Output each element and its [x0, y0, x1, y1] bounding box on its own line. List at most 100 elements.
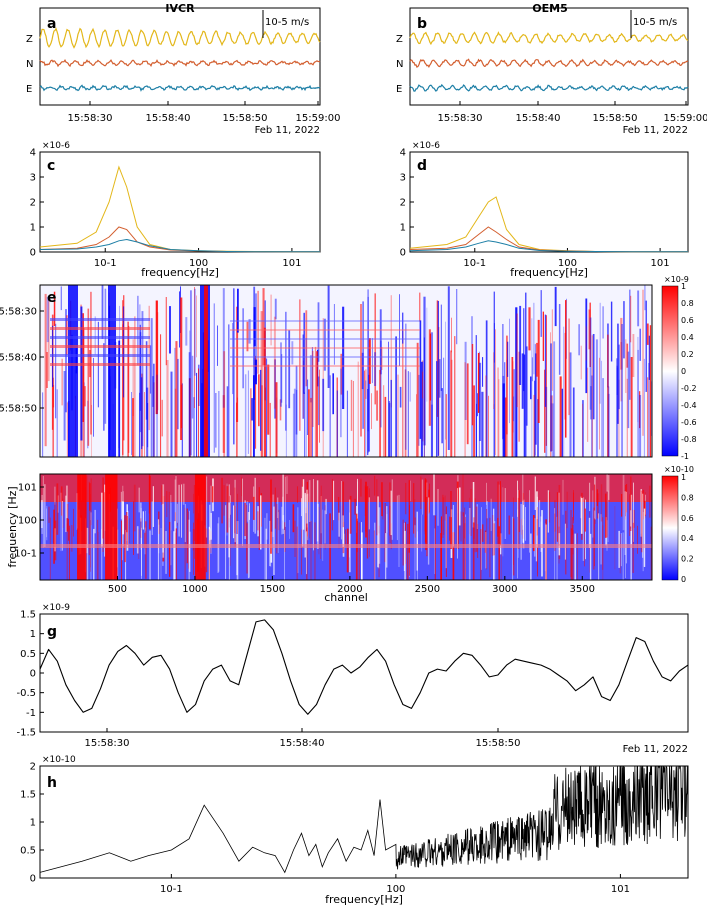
panel-e-strip — [166, 360, 169, 457]
panel-f-strip — [606, 520, 608, 551]
panel-f-band — [105, 474, 118, 580]
panel-f-strip — [265, 528, 267, 580]
panel-f-strip — [620, 533, 622, 567]
panel-f-strip — [445, 514, 447, 569]
panel-e-strip — [357, 361, 359, 457]
panel-e-strip — [232, 322, 234, 395]
panel-f-strip — [398, 494, 400, 568]
panel-f-strip — [600, 514, 602, 565]
panel-f-strip — [319, 495, 322, 559]
panel-f-strip — [386, 506, 388, 568]
panel-e-strip — [447, 286, 450, 450]
panel-f-strip — [605, 493, 607, 538]
panel-e-strip — [502, 324, 504, 440]
panel-e-strip — [250, 388, 252, 457]
panel-d-ytick-label: 0 — [400, 248, 406, 259]
panel-f-strip — [497, 517, 499, 537]
panel-e-strip — [371, 338, 373, 384]
panel-e-band — [68, 285, 78, 457]
panel-e-strip — [198, 368, 199, 457]
panel-f-strip — [54, 502, 56, 547]
panel-e-strip — [397, 374, 399, 457]
panel-e-strip — [568, 318, 570, 416]
panel-f-strip — [246, 504, 248, 561]
panel-c-xtick-label: 101 — [282, 258, 301, 269]
panel-e-strip — [544, 369, 546, 453]
panel-f-strip — [354, 498, 356, 515]
panel-e-strip — [497, 367, 499, 457]
panel-f-strip — [373, 530, 375, 580]
panel-b-xtick-label: 15:58:40 — [516, 113, 561, 124]
panel-f-strip — [133, 501, 134, 555]
panel-e-strip — [367, 296, 369, 453]
panel-e-strip — [384, 396, 387, 457]
panel-f-strip — [460, 511, 462, 542]
panel-f-strip — [365, 486, 367, 532]
panel-g-ytick-label: 0.5 — [20, 649, 36, 660]
panel-f-strip — [70, 524, 73, 552]
panel-f-strip — [314, 522, 316, 580]
panel-e-strip — [251, 398, 254, 421]
panel-f-strip — [584, 508, 586, 532]
panel-e-strip — [599, 302, 601, 404]
panel-f-strip — [276, 503, 278, 554]
panel-e-strip — [139, 332, 142, 433]
panel-f-strip — [101, 529, 103, 580]
panel-g-ytick-label: 1.5 — [20, 610, 36, 621]
panel-f-strip — [369, 488, 370, 557]
panel-e-strip — [437, 301, 439, 456]
panel-e-strip — [592, 334, 595, 420]
panel-f-strip — [349, 499, 351, 573]
panel-f-strip — [278, 509, 280, 531]
panel-e-strip — [639, 328, 641, 361]
panel-e-strip — [269, 402, 271, 457]
panel-f-strip — [242, 478, 243, 546]
panel-c-series-0 — [39, 165, 320, 253]
panel-f-strip — [374, 522, 376, 580]
panel-f-strip — [602, 525, 604, 580]
panel-f-strip — [102, 477, 104, 539]
panel-f-strip — [630, 476, 632, 532]
panel-f-strip — [234, 479, 236, 543]
panel-e-strip — [196, 372, 198, 457]
panel-e-strip — [551, 309, 553, 391]
panel-f-highfreq-band — [40, 474, 652, 502]
panel-e-strip — [456, 289, 458, 345]
panel-e-strip — [60, 286, 62, 311]
panel-e-strip — [554, 286, 557, 327]
panel-f-strip — [357, 478, 358, 522]
panel-f-strip — [61, 486, 63, 516]
panel-f-strip — [208, 529, 210, 580]
panel-e-strip — [481, 391, 484, 457]
panel-f-strip — [518, 490, 521, 533]
panel-f-strip — [228, 527, 230, 580]
panel-e-strip — [601, 360, 602, 457]
panel-f-strip — [625, 484, 626, 520]
panel-f-strip — [484, 530, 486, 553]
panel-a-frame — [39, 7, 321, 106]
panel-e-strip — [649, 325, 652, 457]
panel-f-strip — [244, 502, 246, 537]
panel-e-strip — [569, 352, 572, 457]
panel-f-strip — [301, 529, 302, 575]
panel-d-series-0 — [409, 196, 688, 253]
panel-c-ytick-label: 0 — [30, 248, 36, 259]
panel-f-strip — [284, 476, 286, 527]
panel-f-strip — [593, 507, 595, 570]
panel-d-frame — [409, 151, 689, 253]
panel-g-xtick-label: 15:58:40 — [280, 738, 325, 749]
panel-e-stripe — [50, 345, 150, 348]
panel-f-strip — [297, 507, 299, 574]
panel-d-letter: d — [417, 158, 427, 174]
panel-f-strip — [52, 527, 54, 543]
panel-f-colorbar — [661, 475, 679, 581]
panel-f-strip — [558, 492, 560, 551]
panel-f-strip — [640, 489, 642, 537]
panel-e-strip — [190, 290, 192, 456]
panel-e-stripe — [230, 338, 420, 340]
panel-e-strip — [399, 386, 402, 408]
panel-g: g ×10-9 1.5 1 0.5 0 -0.5 -1 -1.5 15:58:30 15:58:… — [16, 603, 689, 755]
panel-g-xtick-label: 15:58:30 — [85, 738, 130, 749]
panel-e-strip — [445, 321, 446, 440]
panel-e-strip — [188, 352, 191, 457]
